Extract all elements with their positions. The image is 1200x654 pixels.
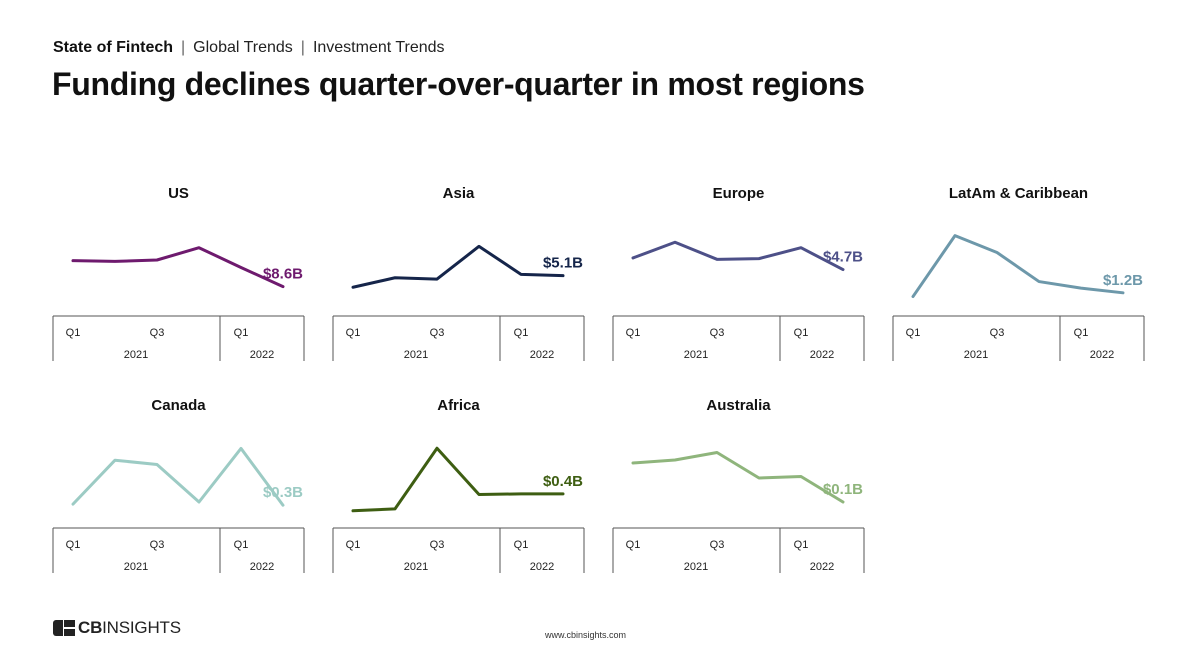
- value-label: $5.1B: [543, 255, 583, 272]
- chart-asia: Asia $5.1B Q1 Q3 Q1 2021 2022: [332, 185, 585, 361]
- tick-label: Q1: [906, 327, 921, 339]
- year-label: 2022: [530, 561, 554, 573]
- value-label: $8.6B: [263, 266, 303, 283]
- tick-label: Q1: [234, 539, 249, 551]
- series-line: [351, 244, 565, 289]
- cb-insights-logo: CBINSIGHTS: [53, 618, 181, 637]
- tick-label: Q1: [626, 539, 641, 551]
- tick-label: Q1: [794, 327, 809, 339]
- tick-label: Q1: [346, 539, 361, 551]
- breadcrumb-main[interactable]: State of Fintech: [53, 39, 174, 56]
- year-label: 2022: [810, 561, 834, 573]
- footer-url: www.cbinsights.com: [545, 630, 627, 640]
- tick-label: Q3: [150, 539, 165, 551]
- chart-title: Australia: [706, 397, 771, 414]
- breadcrumb-item-global-trends[interactable]: Global Trends: [193, 39, 293, 56]
- year-label: 2021: [404, 561, 428, 573]
- tick-label: Q1: [234, 327, 249, 339]
- series-line: [631, 451, 845, 504]
- tick-label: Q3: [710, 327, 725, 339]
- page-title: Funding declines quarter-over-quarter in…: [52, 66, 865, 102]
- tick-label: Q1: [514, 539, 529, 551]
- year-label: 2021: [124, 349, 148, 361]
- chart-us: US $8.6B Q1 Q3 Q1 2021 2022: [52, 185, 305, 361]
- year-label: 2021: [404, 349, 428, 361]
- tick-label: Q3: [150, 327, 165, 339]
- chart-europe: Europe $4.7B Q1 Q3 Q1 2021 2022: [612, 185, 865, 361]
- tick-label: Q1: [794, 539, 809, 551]
- year-label: 2022: [250, 349, 274, 361]
- chart-title: Africa: [437, 397, 480, 414]
- tick-label: Q1: [1074, 327, 1089, 339]
- year-label: 2022: [530, 349, 554, 361]
- logo-text-insights: INSIGHTS: [102, 618, 181, 637]
- tick-label: Q1: [66, 539, 81, 551]
- value-label: $0.1B: [823, 481, 863, 498]
- breadcrumb-separator: |: [181, 39, 186, 56]
- logo-text-cb: CB: [78, 618, 103, 637]
- year-label: 2021: [124, 561, 148, 573]
- tick-label: Q3: [430, 539, 445, 551]
- tick-label: Q1: [514, 327, 529, 339]
- series-line: [71, 446, 285, 507]
- year-label: 2022: [1090, 349, 1114, 361]
- tick-label: Q3: [990, 327, 1005, 339]
- chart-title: Europe: [713, 185, 765, 202]
- series-line: [631, 240, 845, 272]
- chart-title: Asia: [443, 185, 475, 202]
- tick-label: Q1: [66, 327, 81, 339]
- value-label: $1.2B: [1103, 272, 1143, 289]
- breadcrumb: State of Fintech | Global Trends | Investmen…: [53, 39, 445, 57]
- chart-title: LatAm & Caribbean: [949, 185, 1088, 202]
- chart-canada: Canada $0.3B Q1 Q3 Q1 2021 2022: [52, 397, 305, 573]
- year-label: 2022: [250, 561, 274, 573]
- cb-logo-icon: [53, 620, 75, 636]
- value-label: $0.4B: [543, 473, 583, 490]
- value-label: $4.7B: [823, 249, 863, 266]
- series-line: [911, 234, 1125, 299]
- tick-label: Q3: [430, 327, 445, 339]
- value-label: $0.3B: [263, 484, 303, 501]
- year-label: 2021: [684, 561, 708, 573]
- tick-label: Q3: [710, 539, 725, 551]
- chart-title: US: [168, 185, 189, 202]
- year-label: 2021: [964, 349, 988, 361]
- breadcrumb-separator: |: [300, 39, 305, 56]
- year-label: 2021: [684, 349, 708, 361]
- year-label: 2022: [810, 349, 834, 361]
- tick-label: Q1: [626, 327, 641, 339]
- breadcrumb-item-investment-trends[interactable]: Investment Trends: [312, 39, 445, 56]
- chart-africa: Africa $0.4B Q1 Q3 Q1 2021 2022: [332, 397, 585, 573]
- tick-label: Q1: [346, 327, 361, 339]
- chart-latam-caribbean: LatAm & Caribbean $1.2B Q1 Q3 Q1 2021 2022: [892, 185, 1145, 361]
- chart-title: Canada: [151, 397, 206, 414]
- series-line: [351, 446, 565, 513]
- chart-australia: Australia $0.1B Q1 Q3 Q1 2021 2022: [612, 397, 865, 573]
- series-line: [71, 246, 285, 289]
